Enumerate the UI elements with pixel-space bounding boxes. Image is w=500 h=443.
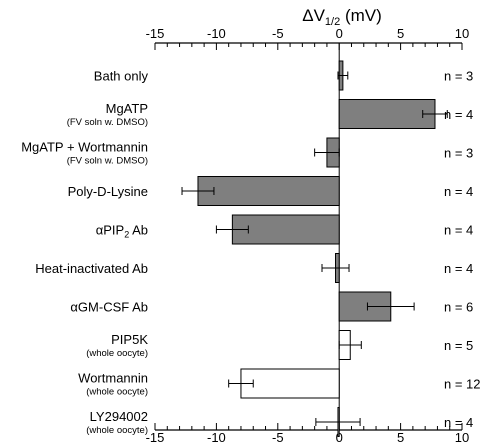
bar	[338, 99, 436, 129]
tick-label: 10	[455, 26, 469, 41]
tick-label: 0	[336, 26, 343, 41]
bar	[240, 368, 340, 399]
n-label: n = 12	[444, 377, 481, 392]
category-label: αGM-CSF Ab	[70, 300, 148, 315]
tick-label: 5	[397, 430, 404, 443]
top-axis: -15 -10 -5 0 5 10	[146, 26, 469, 50]
bar	[197, 176, 340, 206]
category-label: Poly-D-Lysine	[68, 184, 148, 199]
axis-title: ΔV1/2 (mV)	[302, 6, 382, 28]
category-label: MgATP	[106, 101, 148, 116]
bar	[231, 214, 340, 245]
n-label: n = 4	[444, 261, 473, 276]
n-label: n = 4	[444, 107, 473, 122]
category-label: Wortmannin	[78, 371, 148, 386]
tick-label: -15	[146, 26, 165, 41]
tick-label: -5	[272, 26, 284, 41]
category-sublabel: (FV soln w. DMSO)	[67, 117, 148, 128]
category-label: αPIP2 Ab	[96, 223, 148, 240]
category-sublabel: (FV soln w. DMSO)	[67, 156, 148, 167]
category-label: PIP5K	[111, 332, 148, 347]
n-label: n = 3	[444, 69, 473, 84]
category-label: Heat-inactivated Ab	[35, 261, 148, 276]
category-label: Bath only	[94, 69, 149, 84]
category-label: MgATP + Wortmannin	[21, 140, 148, 155]
tick-label: -10	[207, 430, 226, 443]
plot-area	[181, 43, 448, 437]
category-sublabel: (whole oocyte)	[86, 425, 148, 436]
n-label: n = 4	[444, 415, 473, 430]
tick-label: -10	[207, 26, 226, 41]
category-label: LY294002	[90, 409, 148, 424]
n-label: n = 6	[444, 300, 473, 315]
n-label: n = 5	[444, 338, 473, 353]
n-label: n = 4	[444, 223, 473, 238]
tick-label: 10	[455, 430, 469, 443]
n-label: n = 3	[444, 146, 473, 161]
tick-label: -15	[146, 430, 165, 443]
category-sublabel: (whole oocyte)	[86, 387, 148, 398]
tick-label: -5	[272, 430, 284, 443]
tick-label: 5	[397, 26, 404, 41]
n-labels: n = 3 n = 4 n = 3 n = 4 n = 4 n = 4 n = 6 n = 5…	[444, 69, 481, 431]
n-label: n = 4	[444, 184, 473, 199]
category-sublabel: (whole oocyte)	[86, 348, 148, 359]
